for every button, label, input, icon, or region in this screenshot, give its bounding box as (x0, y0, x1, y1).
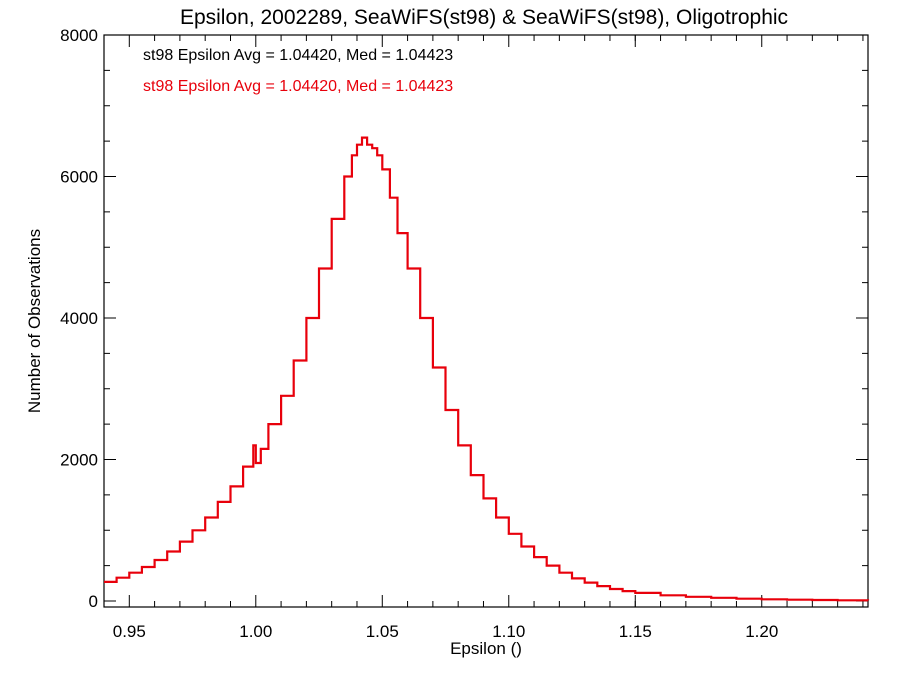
histogram-line-black (104, 136, 869, 601)
y-tick-label: 2000 (60, 451, 98, 470)
histogram-line-red (104, 136, 870, 602)
plot-area: 0.95 1.00 1.05 1.10 1.15 1.20 0 2000 4000 6000 800… (60, 26, 870, 641)
y-axis-label: Number of Observations (25, 229, 44, 413)
x-tick-label: 1.15 (619, 622, 652, 641)
x-tick-label: 1.20 (745, 622, 778, 641)
y-tick-label: 6000 (60, 168, 98, 187)
legend-entry-red: st98 Epsilon Avg = 1.04420, Med = 1.0442… (143, 78, 453, 95)
x-tick-label: 1.00 (239, 622, 272, 641)
y-tick-label: 8000 (60, 26, 98, 45)
y-tick-label: 4000 (60, 309, 98, 328)
chart-title: Epsilon, 2002289, SeaWiFS(st98) & SeaWiF… (180, 6, 788, 29)
x-tick-label: 1.05 (366, 622, 399, 641)
legend-entry-black: st98 Epsilon Avg = 1.04420, Med = 1.0442… (143, 47, 453, 64)
plot-frame (103, 34, 869, 608)
y-tick-label: 0 (89, 592, 98, 611)
x-axis-label: Epsilon () (450, 639, 522, 658)
x-tick-label: 0.95 (113, 622, 146, 641)
x-tick-label: 1.10 (492, 622, 525, 641)
